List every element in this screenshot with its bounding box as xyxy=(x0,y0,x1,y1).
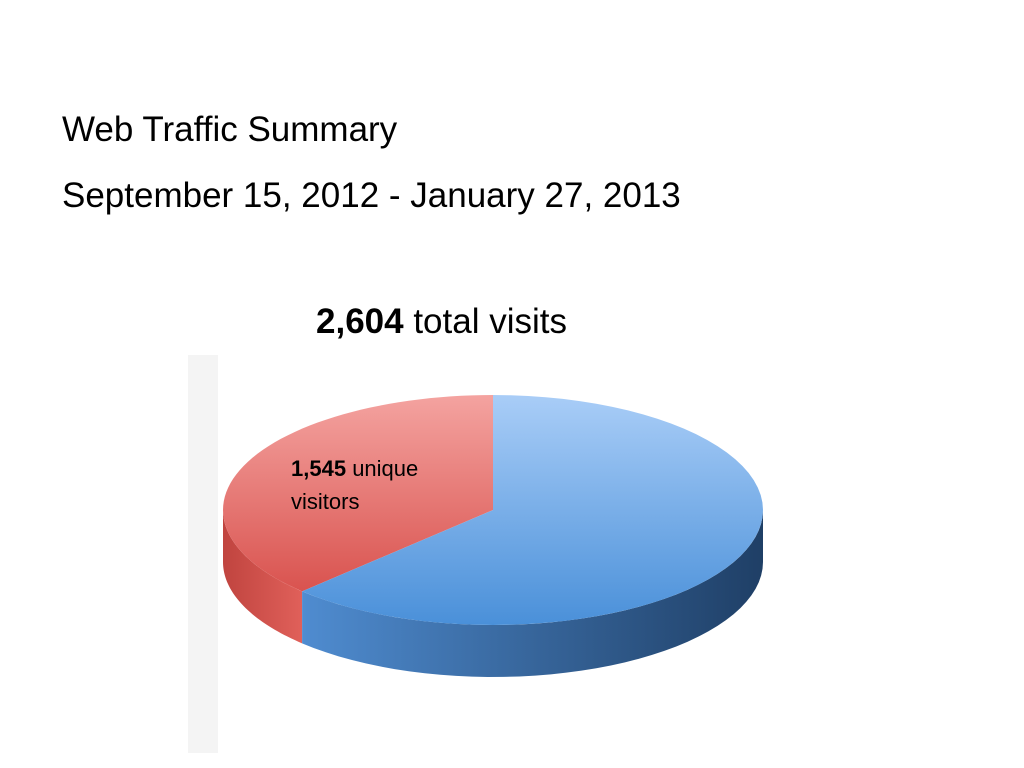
slice xyxy=(223,395,493,592)
total-text: total visits xyxy=(413,302,567,341)
slice-category: unique visitors xyxy=(291,456,419,514)
slice xyxy=(302,395,763,625)
slice-label: 1,545 unique visitors xyxy=(291,452,471,518)
shadow-strip xyxy=(188,355,218,753)
total-visits: 2,604 total visits xyxy=(316,302,567,342)
slice-side xyxy=(302,510,763,677)
slice-value-label: 1,545 xyxy=(291,456,347,481)
slice-side xyxy=(223,510,303,644)
subtitle: September 15, 2012 - January 27, 2013 xyxy=(62,176,681,215)
total-value: 2,604 xyxy=(316,302,404,341)
title: Web Traffic Summary xyxy=(62,110,398,149)
